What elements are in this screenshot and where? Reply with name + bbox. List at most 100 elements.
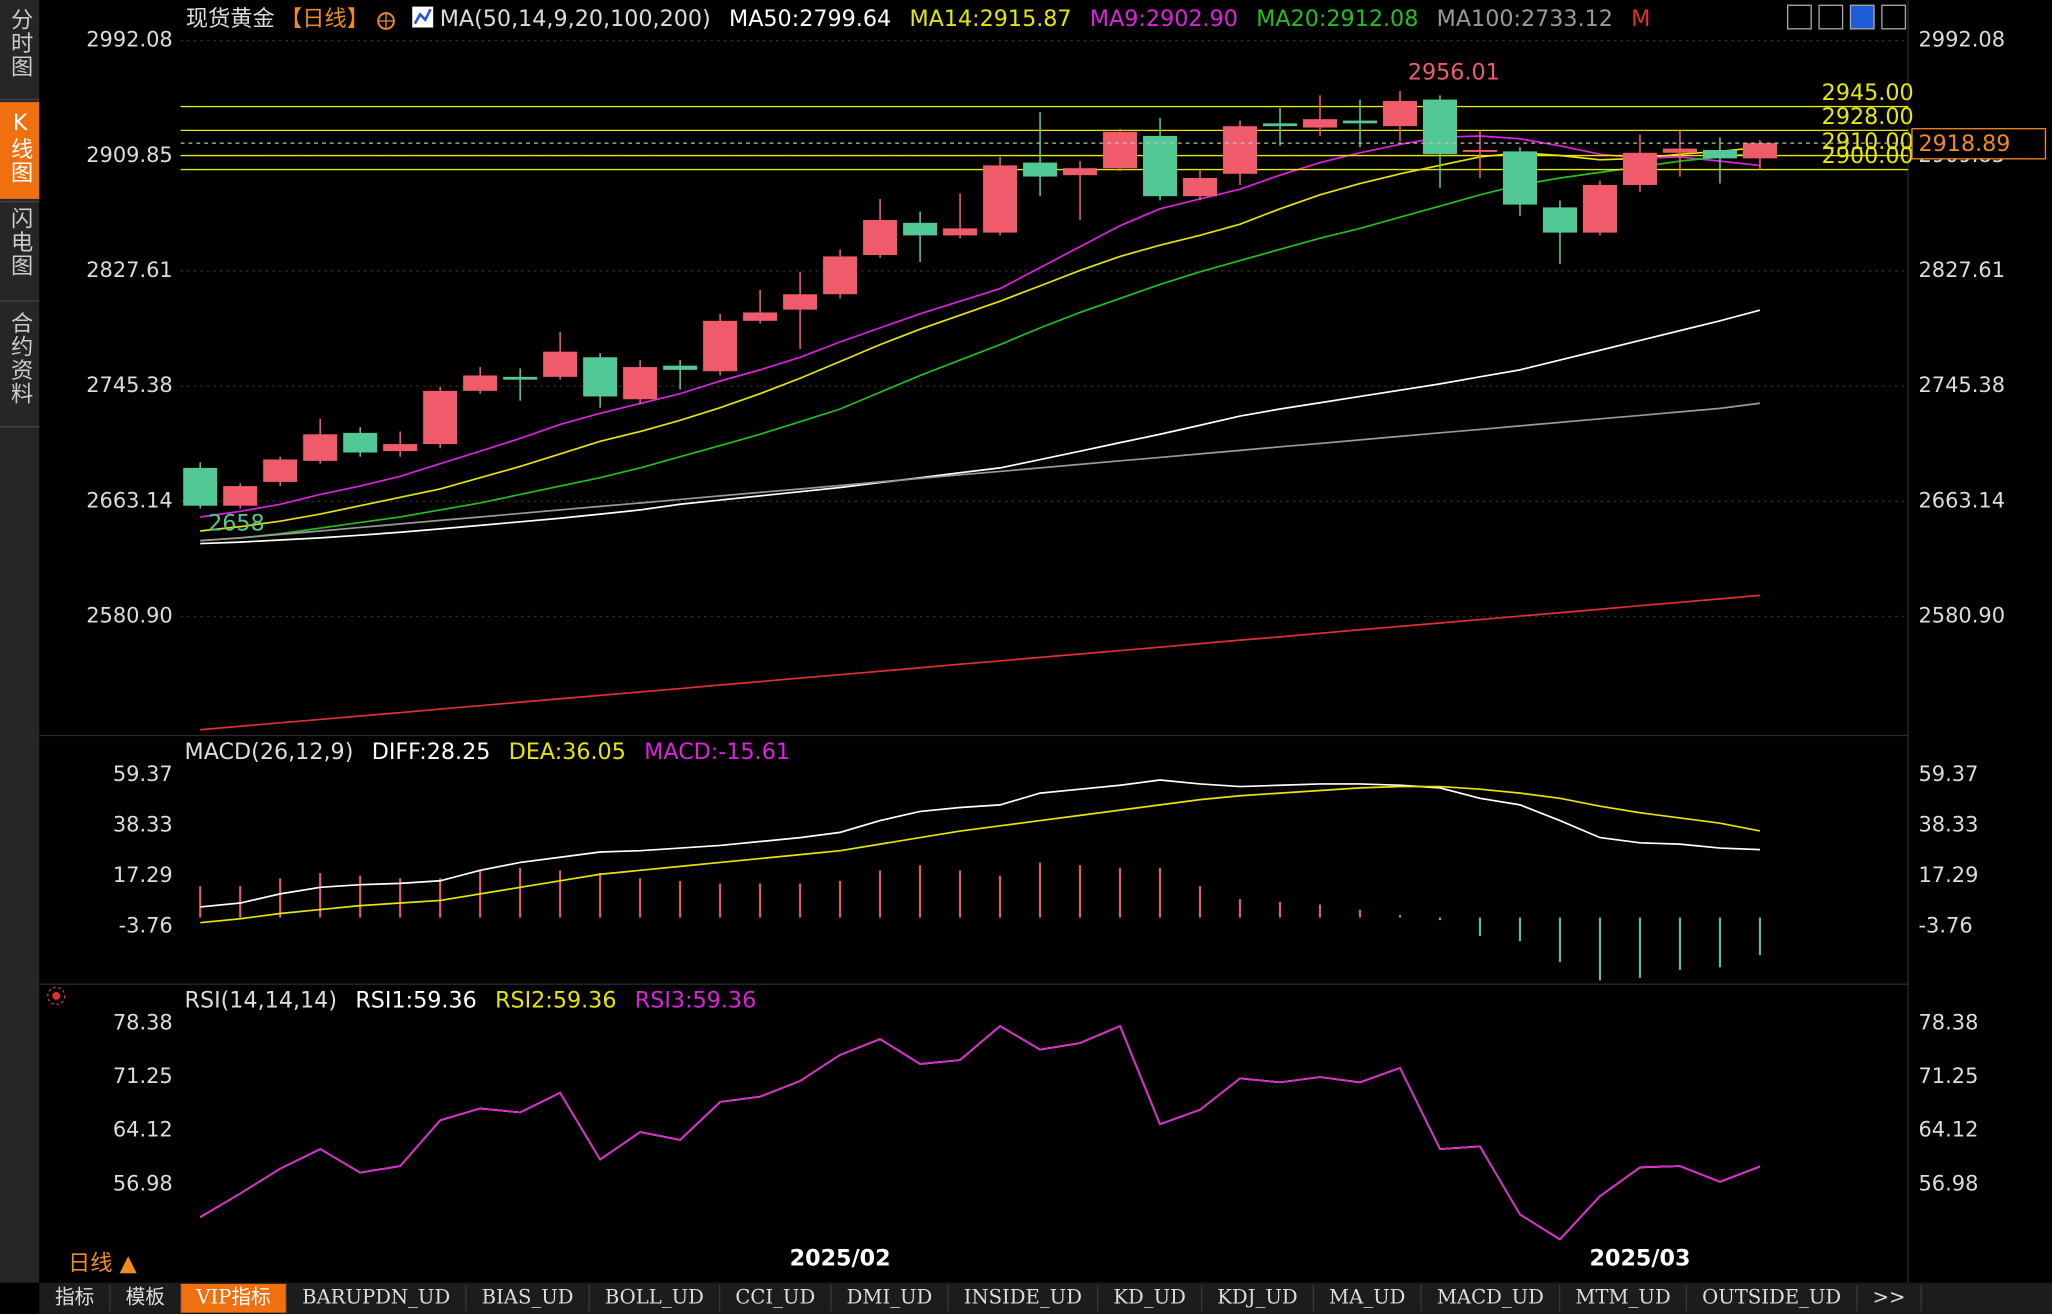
toolbar-icon[interactable] bbox=[1849, 4, 1875, 30]
legend-entry: RSI1:59.36 bbox=[355, 988, 476, 1014]
tab[interactable]: BIAS_UD bbox=[482, 1286, 574, 1309]
candle-body bbox=[1063, 168, 1098, 176]
legend-entry: MA14:2915.87 bbox=[909, 6, 1071, 32]
y-tick-label: 59.37 bbox=[113, 762, 173, 786]
legend-entry: MA100:2733.12 bbox=[1437, 6, 1613, 32]
candle-body bbox=[823, 256, 858, 295]
y-tick-label: 71.25 bbox=[113, 1064, 173, 1088]
candle-body bbox=[1582, 184, 1617, 233]
y-tick-label-right: 59.37 bbox=[1919, 762, 1979, 786]
candle-body bbox=[1662, 148, 1697, 153]
tab[interactable]: BOLL_UD bbox=[605, 1286, 704, 1309]
legend-entry: RSI2:59.36 bbox=[495, 988, 616, 1014]
candle-body bbox=[1103, 131, 1138, 169]
sidebar-tab[interactable]: 合约资料 bbox=[7, 311, 33, 406]
period-label[interactable]: 【日线】 bbox=[280, 6, 369, 32]
y-tick-label: 2992.08 bbox=[86, 28, 173, 52]
candle-body bbox=[743, 312, 778, 321]
y-tick-label: 2745.38 bbox=[86, 373, 173, 397]
y-tick-label-right: 17.29 bbox=[1919, 863, 1979, 887]
candle-body bbox=[1183, 177, 1218, 197]
sidebar-tab[interactable]: 闪电图 bbox=[7, 206, 33, 277]
tab[interactable]: MTM_UD bbox=[1575, 1286, 1670, 1309]
candle-body bbox=[1502, 151, 1538, 205]
macd-line bbox=[200, 779, 1760, 908]
macd-title: MACD(26,12,9) bbox=[185, 739, 354, 765]
candle-body bbox=[503, 376, 538, 380]
y-tick-label: -3.76 bbox=[119, 914, 173, 938]
settings-icon[interactable] bbox=[52, 992, 61, 1000]
sidebar-tab[interactable]: 分时图 bbox=[7, 7, 33, 78]
tab[interactable]: MA_UD bbox=[1329, 1286, 1405, 1309]
candle-body bbox=[1343, 120, 1378, 124]
legend-entry: MA50:2799.64 bbox=[729, 6, 891, 32]
candle-body bbox=[983, 165, 1018, 233]
x-tick-label: 2025/02 bbox=[790, 1245, 891, 1271]
last-price-label: 2918.89 bbox=[1919, 131, 2011, 157]
instrument-title: 现货黄金 bbox=[186, 6, 275, 32]
tab[interactable]: INSIDE_UD bbox=[964, 1286, 1082, 1309]
level-label: 2928.00 bbox=[1822, 104, 1914, 130]
rsi-title: RSI(14,14,14) bbox=[185, 988, 337, 1014]
level-label: 2910.00 bbox=[1822, 129, 1914, 155]
candle-body bbox=[1023, 162, 1058, 177]
tab[interactable]: MACD_UD bbox=[1437, 1286, 1544, 1309]
tab[interactable]: CCI_UD bbox=[735, 1286, 815, 1309]
toolbar-icon[interactable] bbox=[1881, 4, 1907, 30]
period-selector[interactable]: 日线 ▲ bbox=[68, 1251, 138, 1277]
toolbar-icon[interactable] bbox=[1786, 4, 1812, 30]
candle-body bbox=[1702, 149, 1737, 159]
x-tick-label: 2025/03 bbox=[1590, 1245, 1691, 1271]
candle-body bbox=[543, 351, 578, 377]
candle-body bbox=[863, 219, 898, 256]
ma-line bbox=[200, 402, 1761, 542]
y-tick-label-right: 2992.08 bbox=[1919, 28, 2006, 52]
tab[interactable]: KDJ_UD bbox=[1217, 1286, 1297, 1309]
legend-entry: RSI3:59.36 bbox=[635, 988, 756, 1014]
tab[interactable]: DMI_UD bbox=[847, 1286, 933, 1309]
tab[interactable]: BARUPDN_UD bbox=[302, 1286, 450, 1309]
y-tick-label: 2909.85 bbox=[86, 143, 173, 167]
candle-body bbox=[783, 294, 818, 310]
candle-body bbox=[583, 357, 618, 397]
ma-line bbox=[200, 146, 1760, 532]
y-tick-label-right: 78.38 bbox=[1919, 1010, 1979, 1034]
y-tick-label-right: 2827.61 bbox=[1919, 258, 2006, 282]
tab-bar bbox=[39, 1282, 2052, 1314]
low-label: 2658 bbox=[208, 511, 265, 537]
legend-entry: MA9:2902.90 bbox=[1090, 6, 1238, 32]
candle-body bbox=[183, 467, 218, 506]
y-tick-label-right: 2580.90 bbox=[1919, 603, 2006, 627]
y-tick-label: 2580.90 bbox=[86, 603, 173, 627]
candle-body bbox=[1742, 143, 1777, 159]
candle-body bbox=[1263, 123, 1298, 127]
tab[interactable]: 模板 bbox=[126, 1286, 165, 1309]
tab[interactable]: 指标 bbox=[55, 1286, 94, 1309]
y-tick-label: 56.98 bbox=[113, 1171, 173, 1195]
candle-body bbox=[903, 222, 938, 236]
y-tick-label-right: 38.33 bbox=[1919, 812, 1979, 836]
candle-body bbox=[1223, 126, 1258, 174]
ma-line bbox=[200, 151, 1760, 542]
rsi-line bbox=[199, 1024, 1761, 1241]
candle-body bbox=[1303, 119, 1338, 128]
y-tick-label-right: 64.12 bbox=[1919, 1118, 1979, 1142]
tab[interactable]: >> bbox=[1873, 1286, 1906, 1309]
candle-body bbox=[943, 228, 978, 236]
tab[interactable]: KD_UD bbox=[1113, 1286, 1185, 1309]
tab[interactable]: OUTSIDE_UD bbox=[1702, 1286, 1841, 1309]
legend-entry: MACD:-15.61 bbox=[644, 739, 790, 765]
tab[interactable]: VIP指标 bbox=[195, 1286, 270, 1309]
sidebar-tab[interactable]: K线图 bbox=[7, 110, 33, 184]
candle-body bbox=[423, 390, 458, 445]
y-tick-label: 2663.14 bbox=[86, 488, 173, 512]
tabs: 指标 模板 VIP指标 BARUPDN_UD BIAS_UD BOLL_UD C… bbox=[55, 1283, 1906, 1313]
candle-body bbox=[263, 459, 298, 482]
y-tick-label-right: 71.25 bbox=[1919, 1064, 1979, 1088]
y-tick-label-right: 2745.38 bbox=[1919, 373, 2006, 397]
y-tick-label-right: -3.76 bbox=[1919, 914, 1973, 938]
level-label: 2945.00 bbox=[1822, 80, 1914, 106]
toolbar-icon[interactable] bbox=[1818, 4, 1844, 30]
y-tick-label: 78.38 bbox=[113, 1010, 173, 1034]
